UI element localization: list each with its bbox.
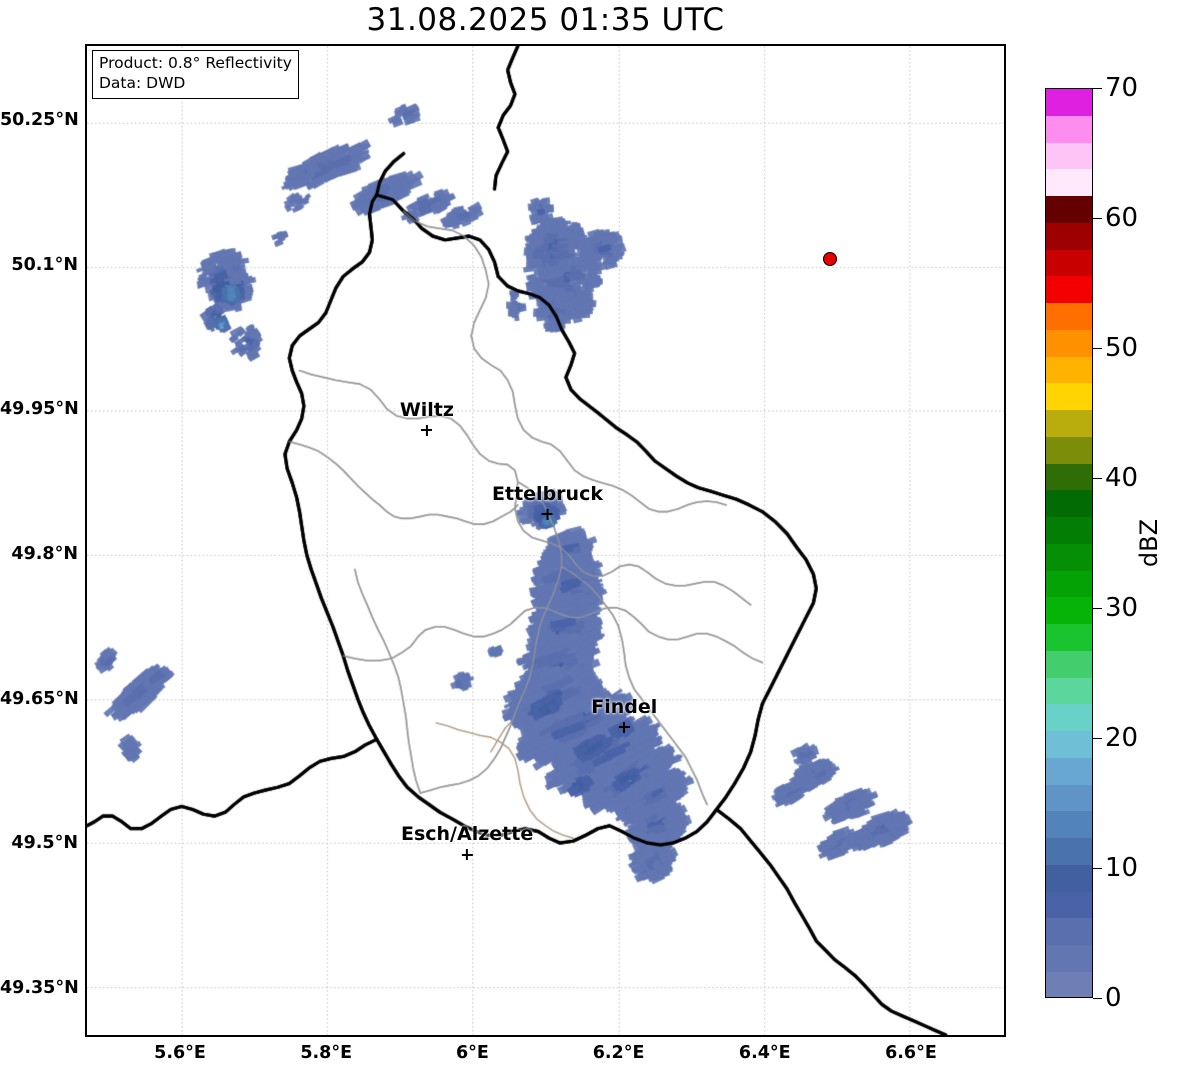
colorbar-band [1046,918,1092,945]
colorbar-tick-label: 50 [1105,333,1139,363]
colorbar-gradient [1045,88,1093,998]
colorbar-band [1046,677,1092,705]
colorbar-band [1046,356,1092,384]
colorbar-band [1046,169,1092,196]
colorbar-band [1046,303,1092,330]
city-name: Wiltz [399,398,454,421]
colorbar-tick-label: 30 [1105,593,1139,623]
cross-marker-icon [618,721,630,733]
y-tick-label: 49.5°N [11,833,78,854]
cross-marker-icon [421,424,433,436]
x-tick-label: 6°E [455,1043,489,1063]
colorbar-band [1046,463,1092,491]
colorbar-band [1046,329,1092,357]
x-tick-label: 5.6°E [154,1043,206,1063]
colorbar-band [1046,115,1092,143]
colorbar-tick [1093,868,1102,869]
colorbar-band [1046,784,1092,812]
city-label-findel: Findel [591,695,658,733]
y-tick-label: 49.8°N [11,543,78,564]
radar-map-plot: Product: 0.8° Reflectivity Data: DWD Wil… [85,44,1006,1037]
x-tick-label: 6.2°E [592,1043,645,1063]
colorbar-band [1046,864,1092,892]
y-tick-label: 49.65°N [0,688,79,709]
city-name: Ettelbruck [492,482,603,505]
colorbar-band [1046,570,1092,598]
colorbar-tick-label: 20 [1105,723,1139,753]
page-title: 31.08.2025 01:35 UTC [366,2,725,38]
cross-marker-icon [461,849,473,860]
colorbar-band [1046,410,1092,437]
colorbar-group: 0 10 20 30 40 50 60 70 dBZ [1045,73,1184,1013]
city-name: Findel [591,695,658,718]
colorbar-tick [1093,218,1102,219]
product-info-box: Product: 0.8° Reflectivity Data: DWD [92,50,299,99]
colorbar-tick-label: 40 [1105,463,1139,493]
x-tick-label: 6.6°E [885,1043,937,1063]
colorbar-band [1046,436,1092,464]
colorbar-band [1046,490,1092,517]
colorbar-band [1046,624,1092,651]
y-tick-label: 50.1°N [11,254,78,275]
colorbar-band [1046,517,1092,544]
x-tick-label: 5.8°E [300,1043,353,1063]
cross-marker-icon [541,508,553,520]
colorbar-band [1046,597,1092,624]
city-name: Esch/Alzette [400,823,534,845]
city-label-esch-alzette: Esch/Alzette [401,825,533,860]
city-label-wiltz: Wiltz [399,398,454,436]
colorbar-band [1046,731,1092,758]
colorbar-band [1046,945,1092,972]
colorbar-axis-label: dBZ [1135,518,1163,568]
y-tick-label: 50.25°N [0,110,79,131]
colorbar-band [1046,196,1092,223]
colorbar-tick [1093,88,1102,89]
colorbar-band [1046,891,1092,919]
colorbar-tick-label: 70 [1105,73,1139,103]
colorbar-tick [1093,608,1102,609]
colorbar-band [1046,249,1092,277]
colorbar-tick [1093,348,1102,349]
y-tick-label: 49.95°N [0,399,79,420]
radar-site-marker [823,252,838,267]
colorbar-band [1046,838,1092,865]
colorbar-tick [1093,478,1102,479]
colorbar-tick-label: 10 [1105,853,1139,883]
colorbar-band [1046,650,1092,678]
colorbar-band [1046,142,1092,170]
colorbar-tick-label: 0 [1105,983,1122,1013]
colorbar-band [1046,704,1092,731]
colorbar-tick-label: 60 [1105,203,1139,233]
info-product-line: Product: 0.8° Reflectivity [99,54,292,72]
colorbar-tick [1093,998,1102,999]
city-label-ettelbruck: Ettelbruck [492,482,603,520]
colorbar-band [1046,276,1092,303]
info-data-line: Data: DWD [99,73,186,92]
colorbar-band [1046,89,1092,116]
x-tick-label: 6.4°E [738,1043,791,1063]
colorbar-band [1046,543,1092,571]
colorbar-band [1046,757,1092,785]
colorbar-band [1046,811,1092,838]
colorbar-band [1046,383,1092,410]
colorbar-band [1046,222,1092,250]
colorbar-tick [1093,738,1102,739]
colorbar-band [1046,971,1092,997]
y-tick-label: 49.35°N [0,977,79,998]
radar-reflectivity-canvas [87,46,1004,1035]
